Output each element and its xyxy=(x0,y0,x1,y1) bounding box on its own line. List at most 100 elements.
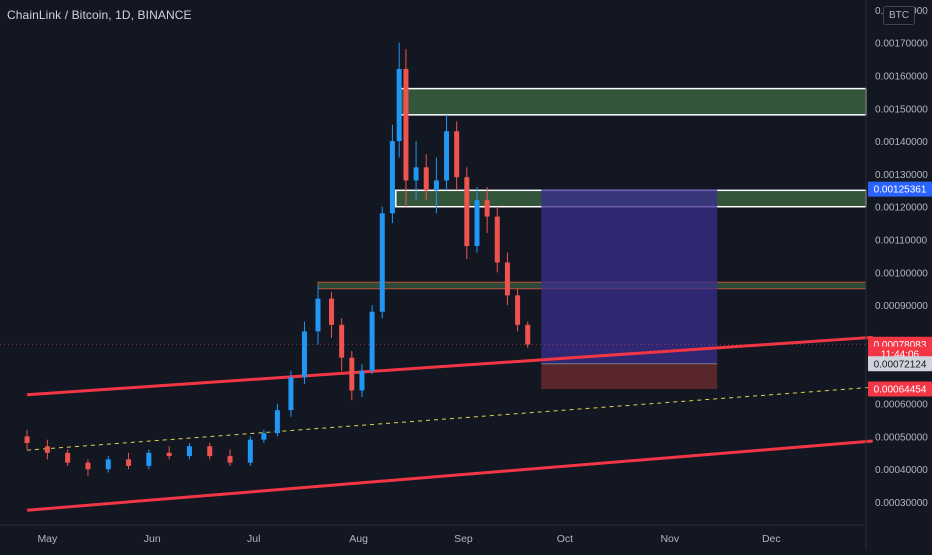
candle[interactable] xyxy=(444,114,450,191)
candle[interactable] xyxy=(105,456,111,473)
price-label-text: 0.00078083 xyxy=(874,340,927,351)
candle[interactable] xyxy=(515,288,521,332)
candle[interactable] xyxy=(24,429,30,450)
candle-body xyxy=(126,459,132,466)
candle-body xyxy=(65,452,71,463)
candle-body xyxy=(433,180,439,191)
candle[interactable] xyxy=(186,442,192,460)
y-tick-label: 0.00090000 xyxy=(875,301,928,312)
upper-supply-zone[interactable] xyxy=(398,87,867,116)
candle[interactable] xyxy=(227,449,233,466)
candle[interactable] xyxy=(494,206,500,273)
x-tick-label: May xyxy=(37,533,58,545)
candle[interactable] xyxy=(65,449,71,466)
price-label-text: 0.00125361 xyxy=(874,185,927,196)
candle[interactable] xyxy=(349,351,355,401)
candle-body xyxy=(474,200,480,247)
time-axis[interactable]: May Jun Jul Aug Sep Oct Nov Dec xyxy=(37,533,780,545)
candle[interactable] xyxy=(454,121,460,191)
candle[interactable] xyxy=(484,187,490,233)
candle[interactable] xyxy=(379,206,385,319)
candle[interactable] xyxy=(464,167,470,260)
candle[interactable] xyxy=(288,370,294,417)
price-label-red: 0.00064454 xyxy=(868,381,932,397)
candle-body xyxy=(403,68,409,181)
candles-layer xyxy=(24,42,531,476)
candle-body xyxy=(186,446,192,457)
candle-body xyxy=(484,200,490,217)
candle[interactable] xyxy=(44,439,50,460)
candle[interactable] xyxy=(315,285,321,345)
position-target-box[interactable] xyxy=(541,189,718,364)
candle-body xyxy=(389,141,395,214)
candle[interactable] xyxy=(396,42,402,158)
price-label-bg xyxy=(868,181,932,197)
candle-body xyxy=(464,177,470,247)
price-label-bg xyxy=(868,381,932,397)
candle[interactable] xyxy=(369,305,375,375)
x-tick-label: Aug xyxy=(349,533,368,545)
candle-body xyxy=(274,410,280,434)
position-layer xyxy=(0,189,866,389)
candle[interactable] xyxy=(207,442,213,460)
currency-button[interactable]: BTC xyxy=(883,6,915,25)
x-tick-label: Sep xyxy=(454,533,473,545)
candle-body xyxy=(301,331,307,378)
candle[interactable] xyxy=(274,403,280,437)
candle[interactable] xyxy=(146,449,152,470)
candle[interactable] xyxy=(433,157,439,214)
candle-body xyxy=(329,298,335,325)
x-tick-label: Oct xyxy=(557,533,573,545)
price-label-text: 0.00064454 xyxy=(874,384,927,395)
candle-body xyxy=(227,456,233,463)
candle[interactable] xyxy=(504,252,510,306)
candle[interactable] xyxy=(301,321,307,384)
candle-body xyxy=(369,311,375,371)
x-tick-label: Nov xyxy=(660,533,679,545)
candle[interactable] xyxy=(525,321,531,348)
candle[interactable] xyxy=(126,452,132,470)
candle-body xyxy=(24,436,30,443)
lower-trendline[interactable] xyxy=(26,439,873,512)
candle[interactable] xyxy=(85,459,91,476)
candle-body xyxy=(288,377,294,411)
candle-body xyxy=(146,452,152,466)
y-tick-label: 0.00170000 xyxy=(875,39,928,50)
price-label-text: 0.00072124 xyxy=(874,359,927,370)
x-tick-label: Jul xyxy=(247,533,260,545)
price-label-text: 11:44:06 xyxy=(881,350,920,361)
dashed-mid-line[interactable] xyxy=(27,386,873,451)
candle-body xyxy=(85,462,91,470)
candle[interactable] xyxy=(389,124,395,224)
candle[interactable] xyxy=(166,446,172,460)
candle[interactable] xyxy=(423,154,429,201)
candle[interactable] xyxy=(329,292,335,338)
candle-body xyxy=(525,324,531,345)
candle[interactable] xyxy=(261,429,267,443)
candle-body xyxy=(349,357,355,391)
candle-body xyxy=(423,167,429,191)
candle-body xyxy=(444,131,450,181)
candle[interactable] xyxy=(413,141,419,201)
candle-body xyxy=(261,433,267,440)
candle[interactable] xyxy=(403,49,409,207)
candle[interactable] xyxy=(474,187,480,253)
y-tick-label: 0.00040000 xyxy=(875,465,928,476)
candle[interactable] xyxy=(339,318,345,371)
candle[interactable] xyxy=(359,364,365,398)
candle-body xyxy=(413,167,419,181)
chart-title: ChainLink / Bitcoin, 1D, BINANCE xyxy=(7,8,192,22)
candle-body xyxy=(44,446,50,453)
y-tick-label: 0.00050000 xyxy=(875,432,928,443)
upper-trendline[interactable] xyxy=(26,335,873,397)
position-stop-box[interactable] xyxy=(541,363,718,389)
candle-body xyxy=(379,213,385,312)
price-label-gray: 0.00072124 xyxy=(868,356,932,372)
candle-body xyxy=(105,459,111,470)
x-tick-label: Jun xyxy=(144,533,161,545)
y-tick-label: 0.00140000 xyxy=(875,137,928,148)
candle[interactable] xyxy=(247,436,253,466)
